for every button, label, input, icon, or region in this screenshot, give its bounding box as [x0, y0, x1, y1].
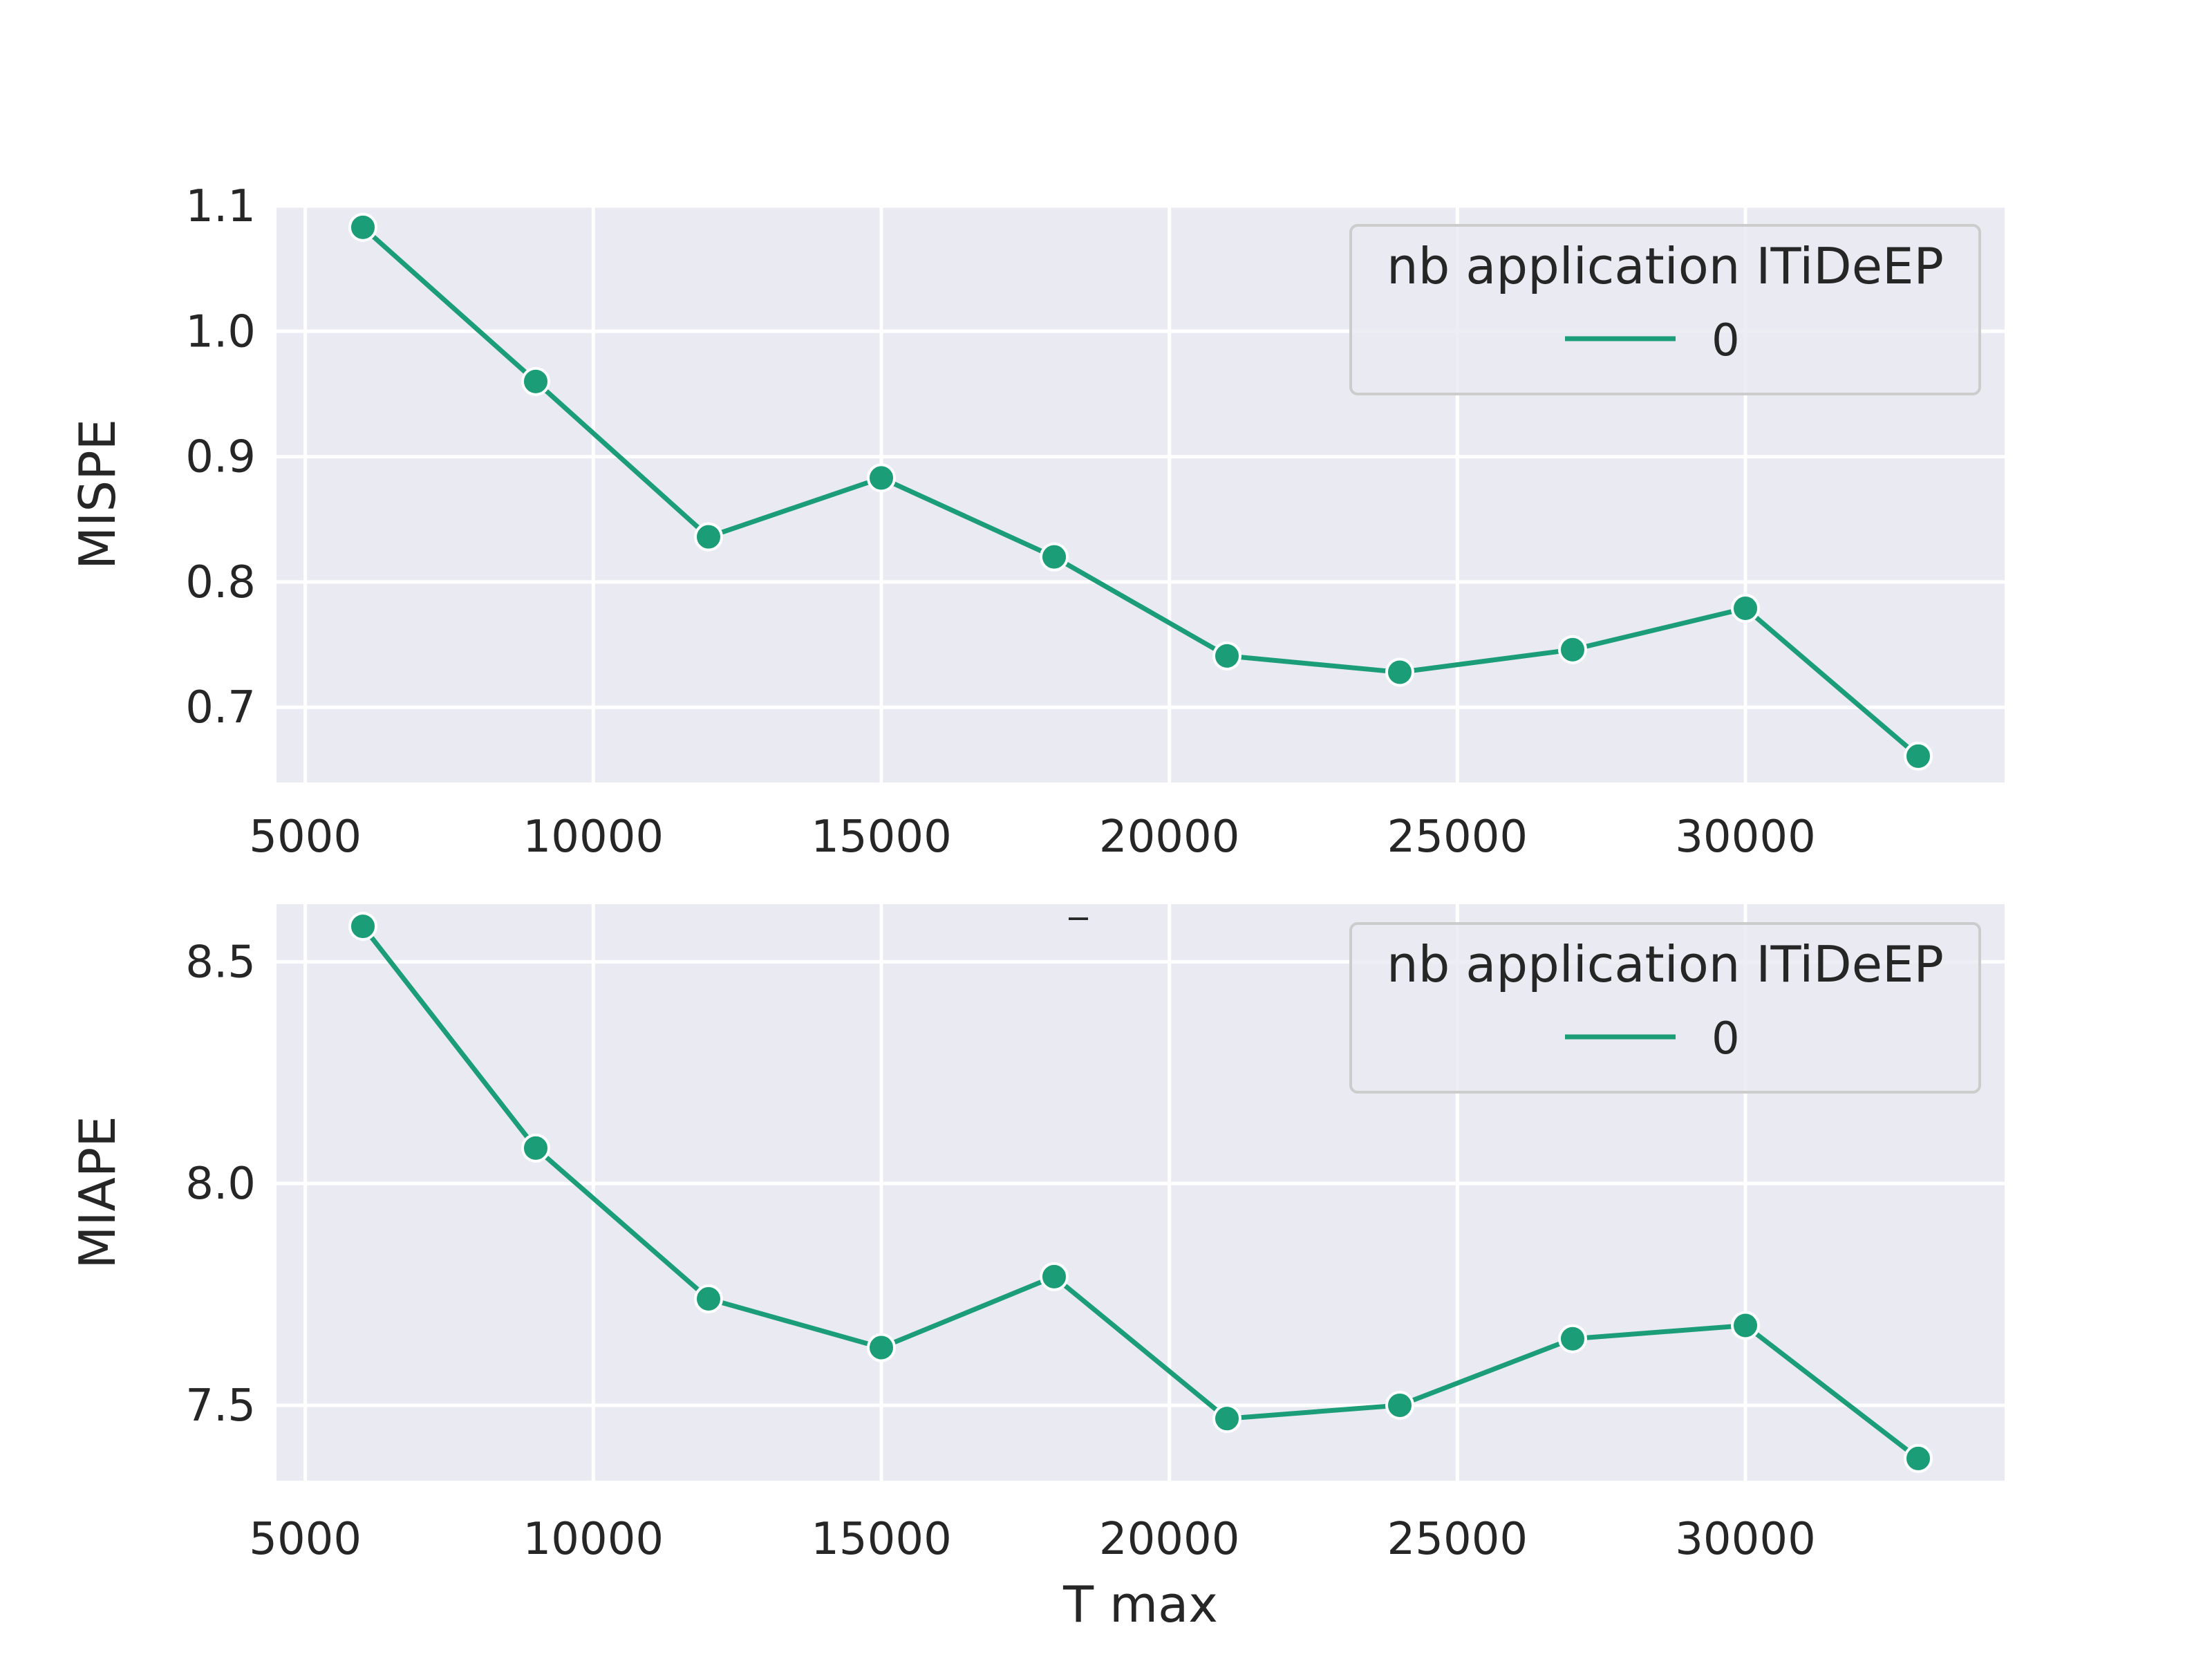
y-tick-label: 0.9 [185, 432, 256, 483]
x-axis-label: T max [1062, 1575, 1218, 1633]
data-point [1904, 741, 1933, 771]
y-tick-label: 8.5 [185, 937, 256, 988]
x-tick-label: 5000 [249, 812, 362, 863]
data-point [1212, 641, 1241, 671]
legend-title: nb application ITiDeEP [1387, 237, 1944, 295]
data-point [1731, 593, 1760, 623]
data-point [1212, 1404, 1241, 1434]
x-tick-label: 25000 [1387, 1514, 1528, 1565]
x-tick-label: 5000 [249, 1514, 362, 1565]
legend-label: 0 [1712, 1013, 1740, 1065]
y-tick-label: 1.1 [185, 181, 256, 232]
y-tick-label: 0.8 [185, 557, 256, 608]
x-tick-label: 15000 [811, 1514, 952, 1565]
legend-box [1349, 922, 1981, 1094]
y-axis-label: MIAPE [68, 1116, 126, 1269]
mispe-panel: 5000 10000 15000 20000 25000 30000 0.7 0.8 0.9 1.… [68, 181, 2005, 863]
x-tick-label: 10000 [523, 812, 664, 863]
data-point [1040, 542, 1069, 572]
miape-panel: 5000 10000 15000 20000 25000 30000 7.5 8.0 8.5 MI… [68, 904, 2005, 1633]
x-tick-label: 30000 [1675, 812, 1816, 863]
y-tick-label: 7.5 [185, 1380, 256, 1432]
x-tick-label: 20000 [1099, 1514, 1240, 1565]
series-line [361, 924, 1920, 1461]
data-point [1558, 635, 1587, 664]
y-tick-label: 8.0 [185, 1159, 256, 1210]
data-point [1385, 657, 1414, 687]
x-tick-label: 10000 [523, 1514, 664, 1565]
x-tick-label: 15000 [811, 812, 952, 863]
data-point [348, 912, 377, 941]
data-point [1904, 1443, 1933, 1473]
x-tick-label: 20000 [1099, 812, 1240, 863]
y-tick-label: 1.0 [185, 306, 256, 357]
stray-label: _ [1069, 877, 1089, 920]
data-point [521, 1133, 550, 1163]
data-point [1558, 1324, 1587, 1353]
y-tick-label: 0.7 [185, 682, 256, 733]
series-line [361, 225, 1920, 758]
legend-title: nb application ITiDeEP [1387, 935, 1944, 993]
x-tick-label: 25000 [1387, 812, 1528, 863]
legend-box [1349, 224, 1981, 395]
data-point [521, 366, 550, 396]
data-point [1731, 1311, 1760, 1340]
y-axis-label: MISPE [68, 419, 126, 570]
data-point [867, 463, 896, 493]
legend-label: 0 [1712, 315, 1740, 366]
data-point [1385, 1390, 1414, 1420]
data-point [1040, 1262, 1069, 1291]
data-point [694, 522, 723, 552]
data-point [694, 1284, 723, 1313]
x-tick-label: 30000 [1675, 1514, 1816, 1565]
data-point [348, 212, 377, 242]
data-point [867, 1333, 896, 1362]
